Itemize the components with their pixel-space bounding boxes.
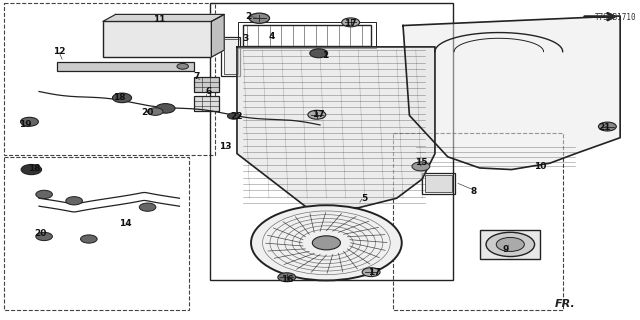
Circle shape	[113, 93, 132, 103]
Circle shape	[21, 164, 42, 175]
Circle shape	[598, 122, 616, 131]
Text: 1: 1	[322, 51, 328, 60]
Text: 5: 5	[362, 194, 368, 203]
Circle shape	[310, 49, 328, 58]
Text: 16: 16	[280, 275, 293, 284]
Polygon shape	[211, 14, 224, 57]
Circle shape	[148, 108, 163, 116]
Text: 17: 17	[312, 110, 325, 119]
Text: 12: 12	[53, 46, 66, 56]
Bar	[223, 39, 237, 74]
Circle shape	[312, 236, 340, 250]
Text: 8: 8	[470, 188, 476, 196]
Circle shape	[251, 205, 402, 280]
Bar	[238, 22, 376, 49]
Circle shape	[177, 63, 188, 69]
Circle shape	[412, 162, 430, 171]
Bar	[210, 3, 453, 280]
Circle shape	[278, 273, 296, 282]
Polygon shape	[237, 47, 435, 208]
Circle shape	[362, 268, 380, 276]
Text: 7: 7	[193, 72, 200, 81]
Circle shape	[486, 232, 534, 257]
Bar	[4, 157, 189, 310]
Bar	[103, 21, 211, 57]
Bar	[479, 230, 540, 259]
Text: 18: 18	[28, 164, 40, 173]
Bar	[221, 37, 240, 76]
Text: 2: 2	[245, 12, 252, 21]
Text: 20: 20	[34, 229, 47, 238]
Text: 6: 6	[205, 87, 212, 96]
Polygon shape	[403, 16, 620, 170]
Circle shape	[36, 190, 52, 198]
Circle shape	[342, 18, 360, 27]
Bar	[193, 77, 219, 92]
Text: 20: 20	[141, 108, 154, 117]
Text: 21: 21	[598, 123, 611, 132]
Text: 17: 17	[368, 268, 381, 277]
Text: 22: 22	[231, 112, 243, 121]
Circle shape	[156, 104, 175, 113]
Bar	[4, 3, 214, 155]
Text: 9: 9	[502, 245, 508, 254]
Circle shape	[249, 13, 269, 23]
Circle shape	[140, 203, 156, 211]
Text: FR.: FR.	[555, 299, 575, 309]
Bar	[243, 25, 371, 46]
Circle shape	[496, 237, 524, 252]
Circle shape	[66, 197, 83, 205]
Circle shape	[20, 117, 38, 126]
Text: 18: 18	[113, 93, 125, 102]
Text: 17: 17	[344, 19, 357, 28]
Circle shape	[227, 113, 240, 119]
Text: 19: 19	[19, 120, 31, 129]
Text: T7S4B1710: T7S4B1710	[595, 13, 636, 22]
Bar	[57, 62, 194, 71]
Bar	[426, 175, 452, 193]
Text: 15: 15	[415, 158, 427, 167]
Text: 11: 11	[153, 15, 165, 24]
Bar	[422, 173, 456, 195]
Circle shape	[81, 235, 97, 243]
Bar	[193, 96, 219, 111]
Bar	[394, 133, 563, 310]
Text: 14: 14	[119, 219, 132, 228]
Polygon shape	[103, 14, 224, 21]
Text: 13: 13	[220, 142, 232, 151]
Text: 3: 3	[243, 34, 249, 43]
Circle shape	[308, 110, 326, 119]
Circle shape	[36, 232, 52, 241]
Text: 10: 10	[534, 162, 547, 171]
Text: 4: 4	[269, 32, 275, 41]
